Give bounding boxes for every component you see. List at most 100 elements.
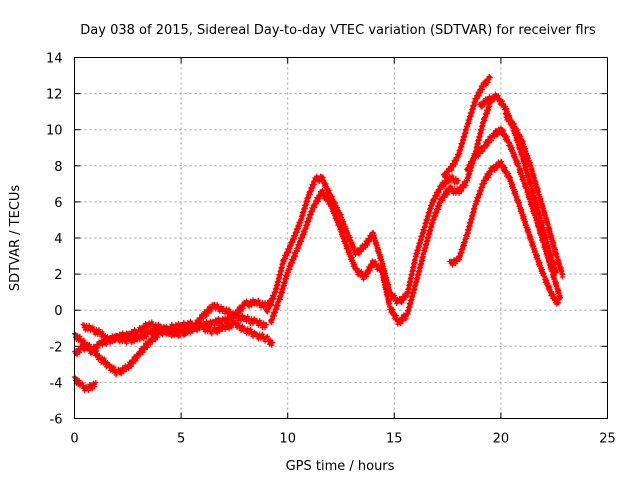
marker-trace [126, 327, 140, 340]
marker-trace [211, 301, 225, 314]
marker-trace [545, 243, 559, 276]
marker-trace [272, 258, 286, 295]
marker-trace [243, 326, 257, 340]
x-tick-label: 10 [279, 432, 296, 447]
x-tick-label: 20 [493, 432, 510, 447]
marker-trace [447, 151, 461, 173]
marker-trace [307, 175, 318, 198]
marker-trace [281, 239, 294, 265]
marker-trace [550, 291, 561, 307]
marker-trace [289, 219, 303, 245]
marker-trace [404, 254, 418, 299]
marker-trace [147, 319, 161, 332]
marker-trace [136, 338, 151, 358]
marker-trace [86, 380, 98, 393]
series-arc-h [440, 73, 493, 180]
data-markers [72, 73, 566, 394]
marker-trace [554, 251, 565, 280]
marker-trace [137, 320, 151, 335]
y-tick-label: 4 [54, 232, 62, 247]
series-arc-e [199, 318, 276, 348]
y-tick-label: -4 [50, 376, 63, 391]
x-tick-label: 25 [599, 432, 616, 447]
marker-trace [397, 312, 409, 327]
marker-trace [550, 269, 563, 302]
marker-trace [370, 230, 384, 263]
axis-ticks: 0 5 10 15 20 25 -6 -4 -2 0 2 4 6 8 10 12 14 [46, 52, 616, 447]
chart-title: Day 038 of 2015, Sidereal Day-to-day VTE… [80, 23, 596, 38]
marker-trace [126, 352, 141, 372]
marker-trace [190, 312, 205, 332]
marker-trace [98, 355, 111, 370]
marker-trace [422, 199, 435, 233]
marker-trace [298, 192, 312, 226]
marker-trace [524, 224, 538, 255]
marker-trace [456, 232, 469, 263]
marker-trace [362, 258, 375, 280]
y-tick-label: 10 [46, 124, 63, 139]
marker-trace [232, 299, 247, 319]
marker-trace [507, 175, 520, 205]
x-axis-label: GPS time / hours [286, 459, 395, 474]
marker-trace [482, 134, 495, 151]
x-tick-label: 5 [177, 432, 185, 447]
marker-trace [528, 163, 542, 201]
marker-trace [388, 305, 401, 327]
series-arc-d [80, 296, 276, 344]
y-tick-label: 6 [54, 196, 62, 211]
marker-trace [264, 333, 275, 348]
x-tick-label: 15 [386, 432, 403, 447]
marker-trace [511, 121, 525, 145]
marker-trace [201, 324, 215, 337]
marker-trace [533, 249, 546, 278]
marker-trace [328, 200, 341, 228]
marker-trace [441, 166, 452, 180]
marker-trace [179, 325, 193, 338]
series-arc-j [464, 125, 564, 302]
marker-trace [264, 290, 277, 315]
marker-trace [336, 221, 350, 252]
marker-trace [90, 324, 102, 337]
marker-trace [486, 91, 498, 105]
marker-trace [482, 165, 495, 186]
marker-trace [107, 362, 119, 378]
series-arc-f [263, 173, 461, 315]
marker-trace [137, 328, 151, 343]
marker-trace [336, 210, 350, 237]
marker-trace [115, 330, 129, 343]
marker-trace [254, 318, 268, 331]
y-axis-label: SDTVAR / TECUs [8, 185, 23, 292]
marker-trace [243, 297, 257, 310]
marker-trace [222, 306, 236, 320]
y-tick-label: 12 [46, 88, 63, 103]
marker-trace [537, 213, 550, 250]
y-tick-label: 8 [54, 160, 62, 175]
marker-trace [200, 302, 215, 321]
plot-border [74, 57, 608, 419]
marker-trace [285, 250, 299, 276]
marker-trace [439, 175, 452, 190]
marker-trace [158, 323, 172, 338]
series-arc-a [72, 374, 99, 394]
marker-trace [478, 96, 490, 110]
y-tick-label: 2 [54, 268, 62, 283]
marker-trace [268, 296, 282, 326]
marker-trace [362, 230, 375, 250]
marker-trace [464, 153, 478, 174]
marker-trace [494, 93, 507, 112]
marker-trace [430, 196, 444, 226]
marker-trace [243, 314, 257, 327]
y-tick-label: -2 [50, 340, 63, 355]
x-tick-label: 0 [70, 432, 78, 447]
marker-trace [520, 153, 533, 187]
marker-trace [354, 267, 366, 282]
y-tick-label: 14 [46, 52, 63, 67]
marker-trace [73, 332, 85, 347]
series-arc-i [447, 159, 561, 307]
marker-trace [464, 203, 478, 239]
marker-trace [541, 271, 554, 299]
marker-trace [448, 173, 460, 186]
y-tick-label: 0 [54, 304, 62, 319]
y-tick-label: -6 [50, 413, 63, 428]
